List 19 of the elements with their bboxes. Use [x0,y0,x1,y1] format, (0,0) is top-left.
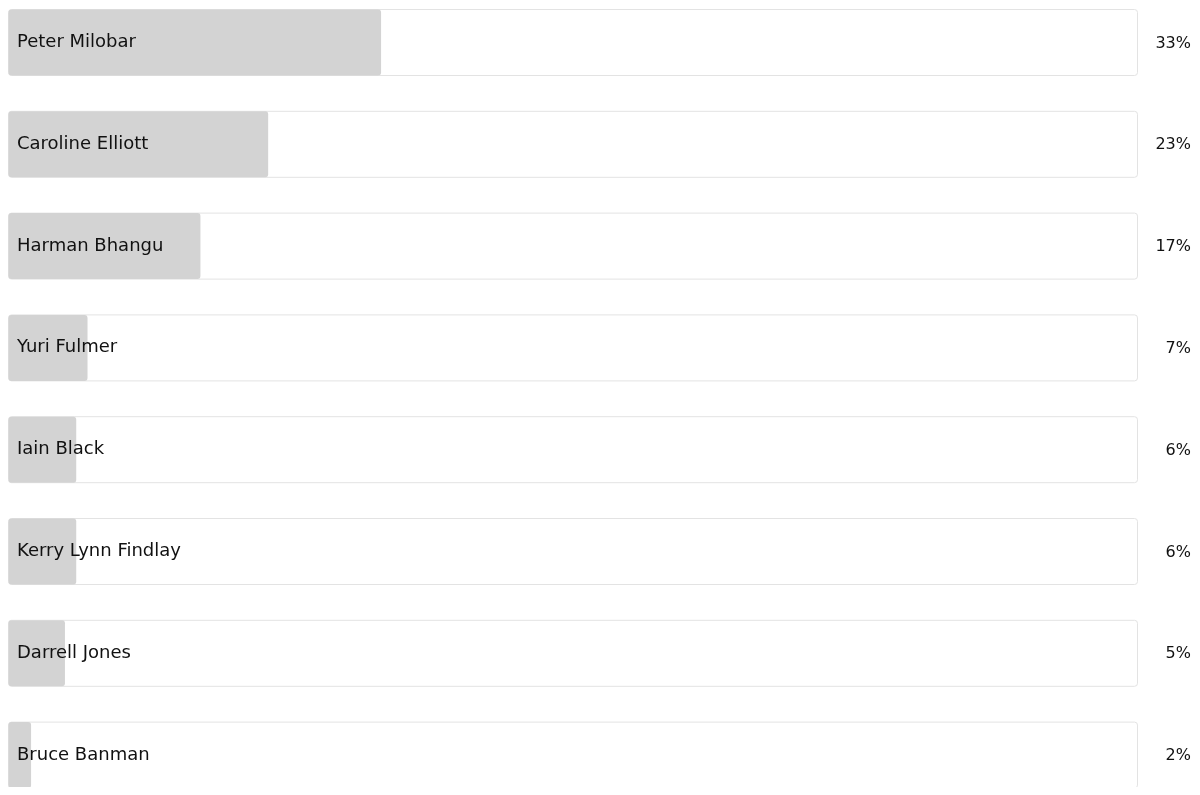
y-tick-label: Yuri Fulmer [16,335,118,357]
data-label: 6% [1165,541,1191,561]
data-label: 23% [1155,134,1191,154]
data-label: 6% [1165,439,1191,459]
y-tick-label: Kerry Lynn Findlay [17,539,182,560]
y-tick-label: Peter Milobar [17,30,137,51]
data-label: 5% [1165,643,1191,663]
y-tick-label: Caroline Elliott [17,131,149,153]
data-label: 17% [1155,236,1191,256]
data-label: 2% [1165,745,1191,765]
bar [8,111,269,178]
bar [8,213,201,280]
data-label: 7% [1165,337,1191,357]
data-label: 33% [1155,32,1191,52]
y-tick-label: Harman Bhangu [17,233,164,255]
bar [8,9,382,76]
y-tick-label: Iain Black [17,437,105,459]
y-tick-label: Bruce Banman [17,742,150,764]
y-tick-label: Darrell Jones [17,640,131,662]
